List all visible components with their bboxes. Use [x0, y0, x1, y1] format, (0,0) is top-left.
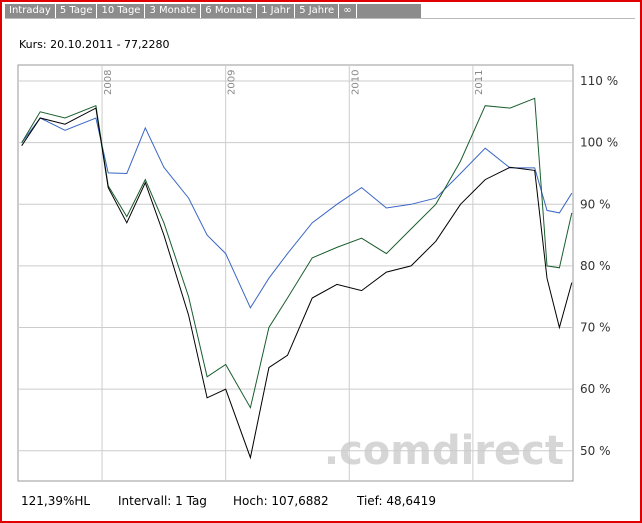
tab-bar: Intraday 5 Tage 10 Tage 3 Monate 6 Monat…: [5, 4, 421, 18]
y-tick-label: 70 %: [580, 321, 611, 335]
x-tick-label: 2009: [227, 70, 238, 95]
y-tick-label: 90 %: [580, 197, 611, 211]
x-tick-label: 2011: [474, 70, 485, 95]
tab[interactable]: 10 Tage: [97, 4, 146, 18]
plot-frame: [17, 64, 574, 482]
y-tick-label: 110 %: [580, 74, 618, 88]
footer-item: Tief: 48,6419: [357, 494, 436, 508]
footer-item: 121,39%HL: [21, 494, 91, 508]
y-tick-label: 60 %: [580, 382, 611, 396]
price-line: [21, 97, 573, 410]
price-line: [21, 117, 573, 309]
y-tick-label: 50 %: [580, 444, 611, 458]
x-tick-label: 2010: [350, 70, 361, 95]
y-tick-label: 100 %: [580, 136, 618, 150]
tab[interactable]: Intraday: [5, 4, 56, 18]
tab[interactable]: 6 Monate: [201, 4, 258, 18]
tab[interactable]: 1 Jahr: [257, 4, 296, 18]
price-line: [21, 107, 573, 460]
tab[interactable]: 5 Tage: [56, 4, 98, 18]
tab[interactable]: ∞: [339, 4, 357, 18]
quote-header: Kurs: 20.10.2011 - 77,2280: [19, 38, 170, 51]
tab[interactable]: 3 Monate: [145, 4, 202, 18]
y-tick-label: 80 %: [580, 259, 611, 273]
footer-item: Hoch: 107,6882: [233, 494, 329, 508]
tab[interactable]: 5 Jahre: [295, 4, 340, 18]
footer-item: Intervall: 1 Tag: [118, 494, 207, 508]
x-tick-label: 2008: [103, 70, 114, 95]
tab-underline: [5, 18, 635, 19]
